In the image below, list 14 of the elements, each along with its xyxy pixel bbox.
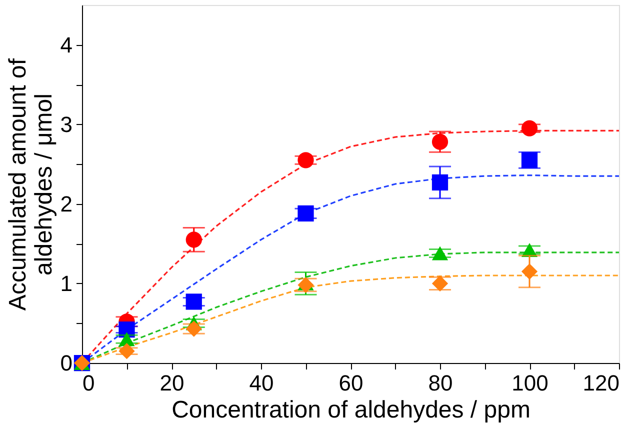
y-tick-label: 3 [60,112,72,137]
y-axis-title: Accumulated amount of aldehydes / μmol [4,58,58,311]
x-tick-label: 60 [338,370,364,396]
y-tick-label: 0 [60,350,72,376]
x-tick-label: 20 [160,370,184,396]
x-tick-label: 80 [428,370,453,396]
y-tick-label: 4 [60,32,72,58]
x-tick-label: 120 [582,370,620,396]
x-tick-label: 0 [82,370,95,396]
x-tick-label: 100 [512,370,548,396]
x-axis-title: Concentration of aldehydes / ppm [172,396,530,424]
y-tick-label: 1 [60,270,72,296]
x-tick-label: 40 [249,370,274,396]
y-tick-label: 2 [60,191,72,216]
